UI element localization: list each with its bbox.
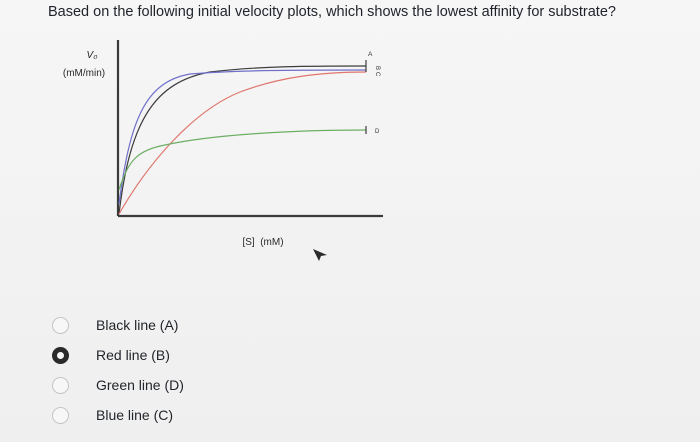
answer-option-black-a[interactable]: Black line (A) [52,310,372,340]
mouse-cursor-icon [313,249,327,261]
y-axis-label-v0: V₀ [87,50,98,61]
series-line-b [118,71,367,215]
radio-button-unselected[interactable] [52,376,69,394]
series-label-c: C [374,72,380,77]
series-line-a [118,65,367,215]
radio-button-selected[interactable] [52,346,69,364]
x-axis-label: [S] (mM) [242,237,283,248]
question-text: Based on the following initial velocity … [48,4,616,20]
answer-option-label: Black line (A) [96,317,179,333]
answer-option-green-d[interactable]: Green line (D) [52,370,372,400]
answer-options: Black line (A) Red line (B) Green line (… [52,310,372,430]
series-label-d: D [375,129,380,135]
series-label-a: A [368,51,373,58]
y-axis-label-units: (mM/min) [63,68,105,79]
series-label-b: B [374,66,380,70]
answer-option-blue-c[interactable]: Blue line (C) [52,400,372,430]
answer-option-label: Red line (B) [96,347,170,363]
answer-option-label: Blue line (C) [96,407,174,423]
velocity-plot: V₀ (mM/min) A B C D [S] (mM) [63,40,383,248]
series-line-d [118,129,367,191]
radio-button-unselected[interactable] [52,316,69,334]
answer-option-label: Green line (D) [96,377,184,393]
answer-option-red-b[interactable]: Red line (B) [52,340,372,370]
radio-button-unselected[interactable] [52,406,69,424]
series-line-c [118,69,367,205]
